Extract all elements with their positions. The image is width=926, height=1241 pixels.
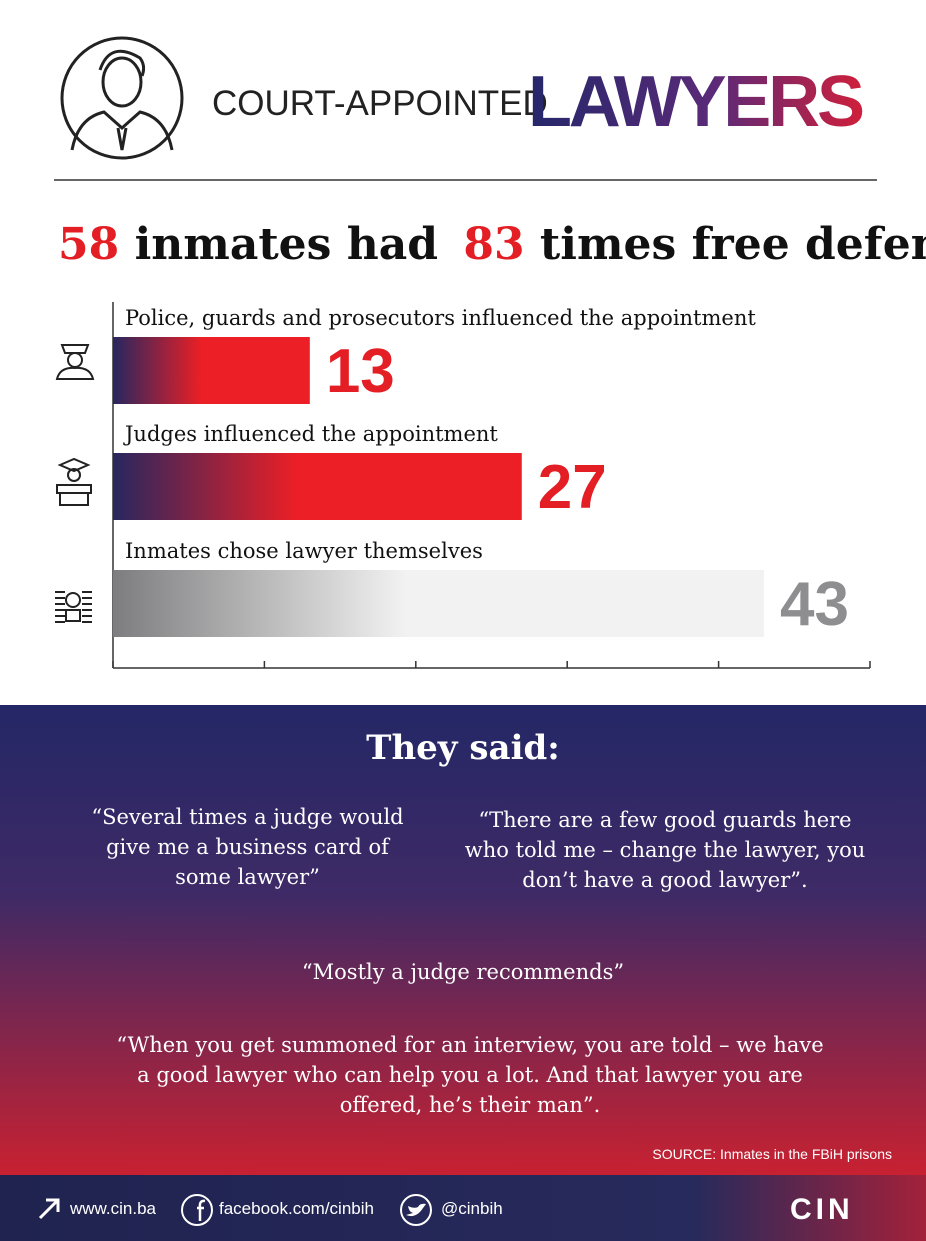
bar — [113, 570, 765, 637]
headline-text: inmates had — [135, 219, 438, 270]
police-icon — [55, 344, 95, 380]
link-icon — [38, 1198, 60, 1220]
judge-icon — [56, 457, 92, 506]
footer — [0, 1175, 926, 1241]
value-label: 13 — [326, 337, 395, 406]
facebook-icon — [181, 1194, 213, 1226]
quotes-title: They said: — [366, 728, 560, 768]
inmate-icon — [55, 591, 92, 623]
twitter-handle[interactable]: @cinbih — [441, 1199, 503, 1218]
headline-text: times free defense — [540, 219, 926, 270]
headline: 58 inmates had 83 times free defense — [58, 219, 926, 270]
source: SOURCE: Inmates in the FBiH prisons — [652, 1146, 892, 1162]
value-label: 27 — [538, 453, 607, 522]
footer-icons — [38, 1194, 432, 1226]
value-label: 43 — [780, 570, 849, 639]
category-label: Judges influenced the appointment — [123, 422, 498, 446]
facebook-link[interactable]: facebook.com/cinbih — [219, 1199, 374, 1218]
quote: “Several times a judge would give me a b… — [91, 805, 404, 889]
quote: “There are a few good guards here who to… — [464, 808, 866, 892]
twitter-icon — [400, 1194, 432, 1226]
quote: “Mostly a judge recommends” — [301, 960, 625, 984]
quote: “When you get summoned for an interview,… — [116, 1033, 824, 1117]
bar — [113, 453, 522, 520]
headline-number: 83 — [463, 219, 524, 270]
category-label: Inmates chose lawyer themselves — [125, 539, 483, 563]
title: LAWYERS — [528, 62, 865, 142]
bar-chart: Police, guards and prosecutors influence… — [112, 302, 871, 669]
website[interactable]: www.cin.ba — [70, 1199, 156, 1218]
lawyer-icon — [60, 36, 184, 160]
headline-number: 58 — [58, 219, 119, 270]
bar — [113, 337, 310, 404]
quotes-panel — [0, 705, 926, 1175]
logo: CIN — [790, 1193, 854, 1226]
pre-title: COURT-APPOINTED — [212, 84, 548, 123]
category-label: Police, guards and prosecutors influence… — [125, 306, 756, 330]
top-graphics: COURT-APPOINTED LAWYERS 58 inmates had 8… — [54, 36, 926, 669]
